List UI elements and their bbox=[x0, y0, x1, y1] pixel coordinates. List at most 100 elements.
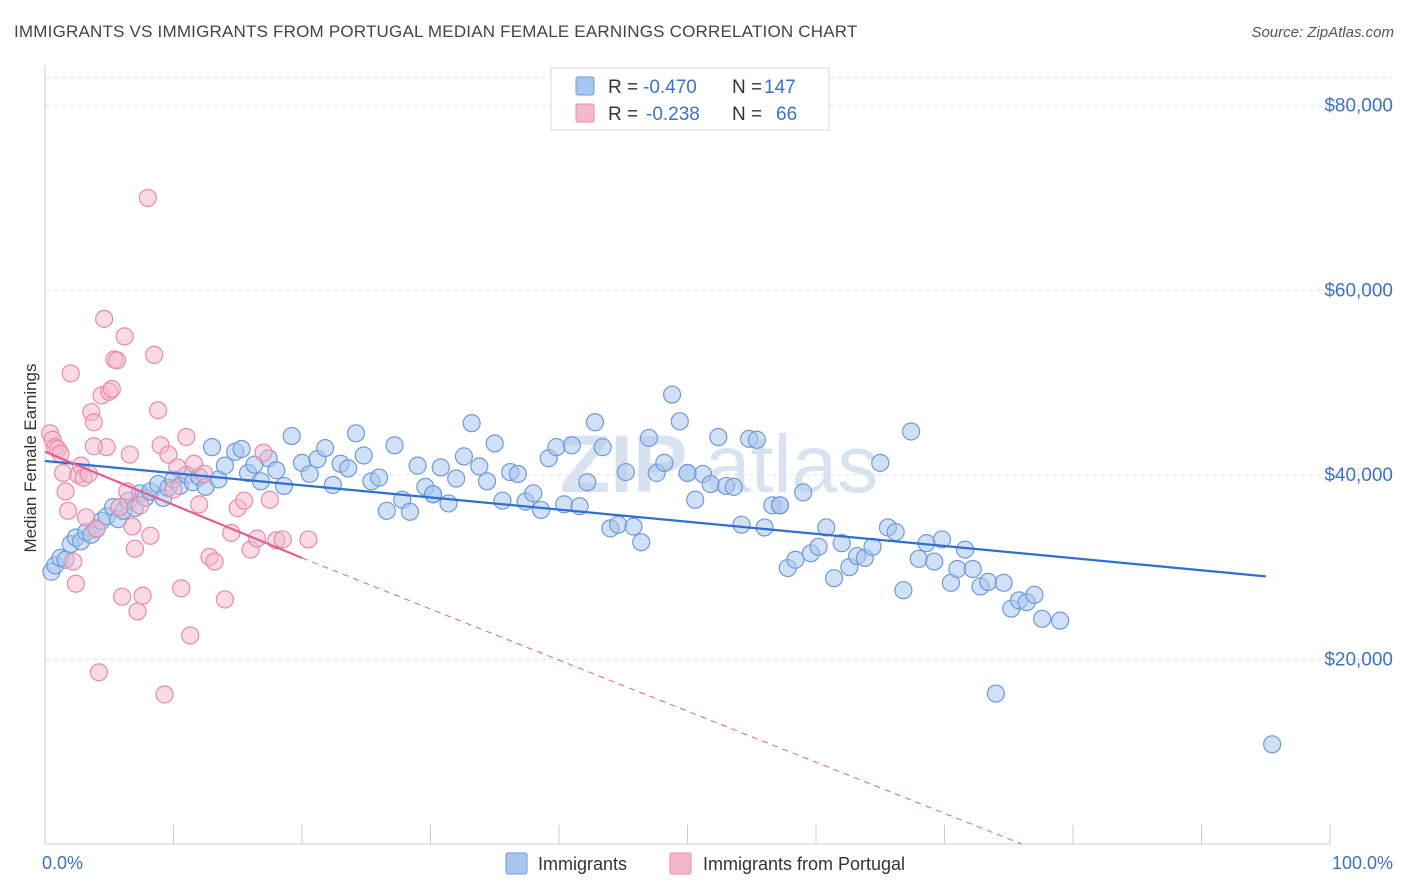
point-portugal bbox=[195, 464, 214, 484]
point-immigrants bbox=[662, 385, 682, 404]
point-immigrants bbox=[531, 500, 551, 520]
point-immigrants bbox=[524, 484, 543, 503]
point-immigrants bbox=[932, 530, 952, 549]
point-immigrants bbox=[670, 412, 689, 431]
point-immigrants bbox=[578, 473, 597, 492]
point-immigrants bbox=[508, 464, 527, 484]
point-immigrants bbox=[724, 477, 743, 496]
point-immigrants bbox=[786, 550, 805, 569]
point-immigrants bbox=[1033, 609, 1052, 628]
trend-line-portugal-extension bbox=[301, 557, 1022, 845]
point-immigrants bbox=[686, 490, 705, 509]
point-immigrants bbox=[732, 515, 751, 534]
chart-source: Source: ZipAtlas.com bbox=[1251, 24, 1394, 41]
point-immigrants bbox=[794, 483, 813, 502]
point-immigrants bbox=[454, 447, 474, 466]
point-immigrants bbox=[585, 413, 605, 432]
point-immigrants bbox=[817, 518, 836, 537]
point-portugal bbox=[190, 495, 209, 514]
point-immigrants bbox=[377, 501, 396, 520]
point-portugal bbox=[89, 663, 109, 682]
legend-r-label-1: R = bbox=[608, 77, 638, 98]
point-immigrants bbox=[886, 522, 905, 542]
legend-n-label-2: N = bbox=[732, 104, 762, 125]
y-tick-label: $20,000 bbox=[1324, 649, 1393, 670]
point-portugal bbox=[172, 579, 191, 598]
legend-swatch-portugal bbox=[575, 103, 595, 123]
point-portugal bbox=[145, 345, 164, 364]
point-immigrants bbox=[747, 430, 766, 449]
point-immigrants bbox=[639, 428, 659, 448]
point-immigrants bbox=[986, 684, 1006, 703]
point-immigrants bbox=[863, 537, 882, 556]
point-portugal bbox=[77, 508, 96, 527]
point-portugal bbox=[61, 364, 80, 383]
legend-r-value-2: -0.238 bbox=[646, 104, 700, 125]
point-immigrants bbox=[701, 474, 720, 494]
point-immigrants bbox=[493, 491, 512, 510]
point-immigrants bbox=[593, 438, 612, 457]
point-portugal bbox=[112, 587, 132, 606]
point-portugal bbox=[53, 463, 73, 483]
legend-box: R = -0.470 N = 147 R = -0.238 N = 66 bbox=[550, 67, 830, 131]
bottom-legend-swatch-portugal bbox=[669, 852, 692, 875]
point-portugal bbox=[141, 526, 160, 545]
legend-n-label-1: N = bbox=[732, 77, 762, 98]
point-portugal bbox=[130, 496, 150, 515]
legend-r-value-1: -0.470 bbox=[643, 77, 697, 98]
point-portugal bbox=[164, 480, 183, 499]
chart-title: IMMIGRANTS VS IMMIGRANTS FROM PORTUGAL M… bbox=[14, 22, 858, 41]
point-portugal bbox=[84, 437, 103, 456]
point-immigrants bbox=[316, 438, 335, 458]
point-immigrants bbox=[385, 436, 404, 455]
trend-line-portugal bbox=[44, 450, 303, 559]
point-immigrants bbox=[400, 502, 420, 521]
legend-n-value-2: 66 bbox=[776, 104, 797, 125]
point-immigrants bbox=[477, 472, 497, 491]
point-portugal bbox=[87, 520, 106, 539]
x-tick-label-max: 100.0% bbox=[1332, 853, 1393, 873]
point-immigrants bbox=[370, 468, 389, 487]
grid-lines bbox=[45, 77, 1392, 660]
point-immigrants bbox=[1263, 735, 1282, 754]
x-tick-label-min: 0.0% bbox=[42, 853, 83, 873]
point-immigrants bbox=[202, 438, 222, 457]
point-portugal bbox=[64, 552, 83, 571]
legend-r-label-2: R = bbox=[608, 104, 638, 125]
point-immigrants bbox=[894, 581, 913, 600]
y-axis-label: Median Female Earnings bbox=[21, 364, 40, 553]
point-portugal bbox=[177, 427, 196, 447]
point-immigrants bbox=[616, 462, 635, 482]
x-tick-labels: 0.0% 100.0% bbox=[42, 853, 1393, 873]
y-tick-label: $40,000 bbox=[1324, 465, 1393, 486]
point-immigrants bbox=[339, 459, 358, 478]
point-portugal bbox=[138, 188, 157, 208]
point-portugal bbox=[66, 574, 85, 593]
point-immigrants bbox=[232, 439, 251, 459]
point-immigrants bbox=[431, 458, 450, 477]
point-portugal bbox=[115, 327, 134, 346]
point-immigrants bbox=[1051, 611, 1070, 630]
point-portugal bbox=[181, 626, 200, 645]
point-immigrants bbox=[770, 496, 790, 515]
point-immigrants bbox=[354, 446, 373, 465]
point-portugal bbox=[148, 401, 168, 420]
point-immigrants bbox=[979, 572, 998, 591]
point-immigrants bbox=[470, 457, 489, 476]
point-immigrants bbox=[562, 436, 581, 455]
point-immigrants bbox=[485, 434, 504, 453]
point-portugal bbox=[133, 586, 152, 605]
point-immigrants bbox=[462, 414, 481, 433]
point-portugal bbox=[110, 498, 129, 517]
point-immigrants bbox=[832, 534, 851, 553]
point-immigrants bbox=[300, 464, 319, 484]
point-immigrants bbox=[963, 559, 982, 579]
series-immigrants bbox=[42, 385, 1282, 754]
point-immigrants bbox=[925, 552, 944, 571]
point-immigrants bbox=[282, 426, 301, 446]
point-portugal bbox=[102, 379, 121, 399]
watermark-atlas: atlas bbox=[705, 419, 878, 510]
point-immigrants bbox=[323, 475, 342, 495]
point-portugal bbox=[215, 590, 234, 609]
